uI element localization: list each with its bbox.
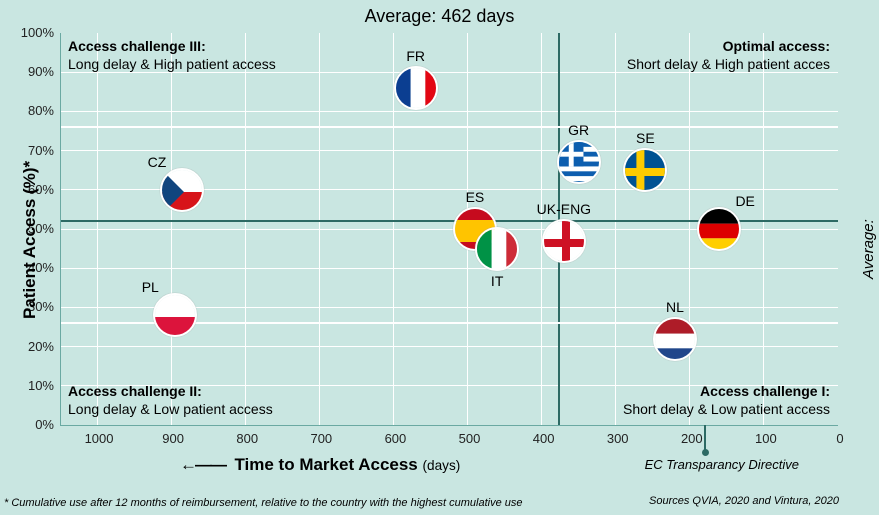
flag-icon-fr — [394, 66, 438, 110]
country-label: GR — [568, 122, 589, 138]
gridline-x — [171, 33, 172, 425]
x-tick-label: 500 — [450, 431, 490, 446]
gridline-y — [60, 346, 838, 347]
x-tick-label: 700 — [301, 431, 341, 446]
axis-left — [60, 33, 61, 425]
quadrant-label: Access challenge III:Long delay & High p… — [68, 38, 328, 73]
quadrant-label: Access challenge I:Short delay & Low pat… — [570, 383, 830, 418]
x-tick-label: 400 — [524, 431, 564, 446]
band-line — [60, 126, 838, 128]
flag-icon-uk-eng — [542, 219, 586, 263]
flag-icon-de — [697, 207, 741, 251]
ec-directive-dot — [702, 449, 709, 456]
country-label: NL — [666, 299, 684, 315]
country-label: IT — [491, 273, 503, 289]
country-point-fr: FR — [394, 66, 438, 110]
ec-directive-label: EC Transparancy Directive — [645, 457, 875, 472]
country-label: FR — [406, 48, 425, 64]
country-point-nl: NL — [653, 317, 697, 361]
x-tick-label: 900 — [153, 431, 193, 446]
y-tick-label: 10% — [28, 378, 54, 393]
x-tick-label: 0 — [820, 431, 860, 446]
x-tick-label: 1000 — [79, 431, 119, 446]
country-label: SE — [636, 130, 655, 146]
gridline-x — [615, 33, 616, 425]
axis-bottom — [60, 425, 838, 426]
x-tick-label: 100 — [746, 431, 786, 446]
gridline-x — [763, 33, 764, 425]
x-axis-label: ←—— Time to Market Access (days) — [180, 455, 460, 475]
ec-directive-line — [704, 425, 706, 451]
flag-icon-se — [623, 148, 667, 192]
country-label: UK-ENG — [537, 201, 591, 217]
gridline-y — [60, 268, 838, 269]
country-label: PL — [142, 279, 159, 295]
flag-icon-it — [475, 227, 519, 271]
gridline-x — [689, 33, 690, 425]
y-tick-label: 20% — [28, 339, 54, 354]
country-point-pl: PL — [153, 293, 197, 337]
x-tick-label: 600 — [375, 431, 415, 446]
y-tick-label: 100% — [21, 25, 54, 40]
x-tick-label: 200 — [672, 431, 712, 446]
y-tick-label: 90% — [28, 64, 54, 79]
right-axis-label: Average: 50% — [860, 219, 879, 279]
footnote-left: * Cumulative use after 12 months of reim… — [4, 497, 522, 509]
footnote-right: Sources QVIA, 2020 and Vintura, 2020 — [649, 495, 839, 507]
flag-icon-nl — [653, 317, 697, 361]
chart-title: Average: 462 days — [0, 6, 879, 27]
x-tick-label: 800 — [227, 431, 267, 446]
country-point-de: DE — [697, 207, 741, 251]
y-tick-label: 80% — [28, 103, 54, 118]
flag-icon-cz — [160, 168, 204, 212]
flag-icon-pl — [153, 293, 197, 337]
gridline-y — [60, 111, 838, 112]
flag-icon-gr — [557, 140, 601, 184]
country-label: CZ — [148, 154, 167, 170]
country-point-it: IT — [475, 227, 519, 271]
gridline-x — [97, 33, 98, 425]
country-point-gr: GR — [557, 140, 601, 184]
x-tick-label: 300 — [598, 431, 638, 446]
country-point-se: SE — [623, 148, 667, 192]
y-tick-label: 0% — [35, 417, 54, 432]
y-tick-label: 70% — [28, 143, 54, 158]
y-axis-label: Patient Access (%)* — [20, 161, 40, 319]
country-label: DE — [735, 193, 754, 209]
gridline-x — [245, 33, 246, 425]
country-point-cz: CZ — [160, 168, 204, 212]
country-label: ES — [466, 189, 485, 205]
gridline-y — [60, 150, 838, 151]
country-point-uk-eng: UK-ENG — [542, 219, 586, 263]
quadrant-label: Access challenge II:Long delay & Low pat… — [68, 383, 328, 418]
quadrant-label: Optimal access:Short delay & High patien… — [570, 38, 830, 73]
gridline-x — [319, 33, 320, 425]
